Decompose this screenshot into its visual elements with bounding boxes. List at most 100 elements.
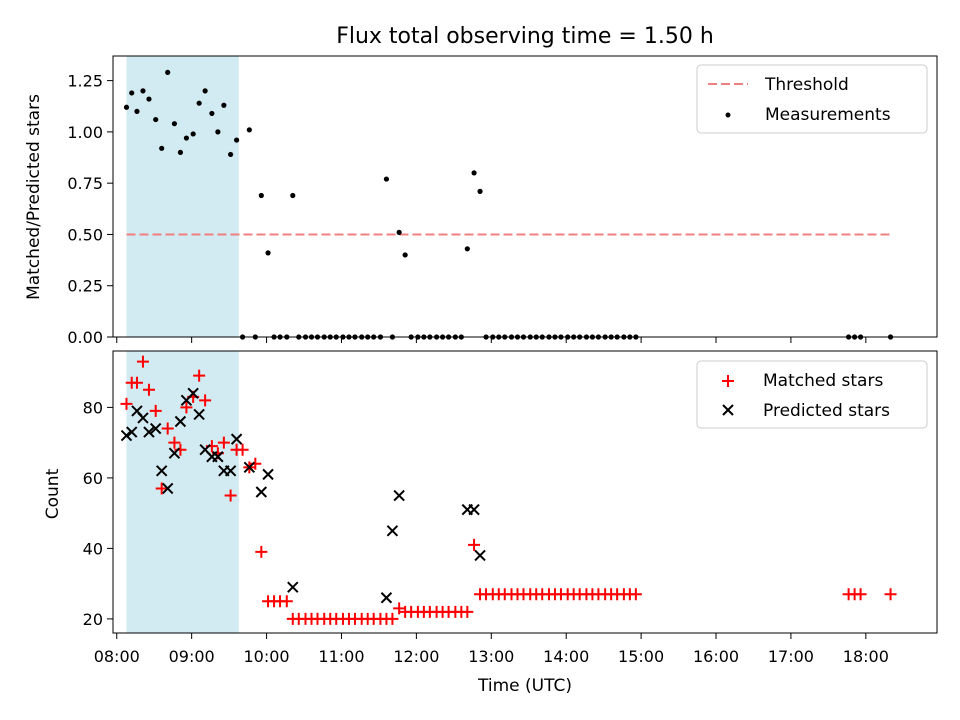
predicted-point xyxy=(126,426,138,438)
measurement-point xyxy=(146,96,152,102)
bottom-y-tick-label: 40 xyxy=(83,539,103,558)
bottom-panel-counts: 20 40 60 80 08:00 09:00 10:00 11:00 12:00 13:00 14… xyxy=(43,350,938,666)
matched-point xyxy=(155,482,168,495)
predicted-point xyxy=(149,422,162,435)
matched-point xyxy=(854,588,867,601)
measurement-point xyxy=(402,252,408,258)
top-legend: Threshold Measurements xyxy=(696,64,928,134)
legend-matched-label: Matched stars xyxy=(763,371,883,391)
predicted-point xyxy=(168,447,181,459)
measurement-point xyxy=(134,108,140,114)
matched-point xyxy=(461,605,474,618)
bottom-plot-area: 20 40 60 80 08:00 09:00 10:00 11:00 12:00 13:00 14… xyxy=(83,350,938,666)
bottom-legend-frame xyxy=(696,360,928,429)
matched-point xyxy=(120,397,133,410)
top-y-tick-label: 0.50 xyxy=(67,225,103,244)
bottom-y-tick-label: 80 xyxy=(83,398,103,417)
measurement-point xyxy=(396,229,402,235)
legend-matched-swatch xyxy=(722,375,734,387)
matched-point xyxy=(884,588,897,601)
predicted-point xyxy=(243,461,256,474)
top-y-axis-label: Matched/Predicted stars xyxy=(24,94,44,300)
x-tick-label: 11:00 xyxy=(318,647,364,666)
predicted-point xyxy=(393,489,405,502)
predicted-point xyxy=(193,408,205,421)
measurement-point xyxy=(234,137,240,143)
bottom-legend: Matched stars Predicted stars xyxy=(696,360,928,429)
measurement-point xyxy=(471,170,477,176)
measurement-point xyxy=(165,69,171,76)
measurement-point xyxy=(477,188,483,194)
measurement-point xyxy=(383,176,390,182)
x-tick-label: 14:00 xyxy=(543,647,589,666)
legend-threshold-label: Threshold xyxy=(764,75,849,95)
top-y-tick-label: 1.00 xyxy=(67,123,103,142)
measurement-point xyxy=(265,250,271,256)
predicted-point xyxy=(161,482,174,495)
legend-measurements-label: Measurements xyxy=(765,105,891,125)
top-observing-span xyxy=(126,56,239,337)
matched-point xyxy=(193,369,206,382)
top-y-tick-label: 1.25 xyxy=(67,72,103,91)
measurement-point xyxy=(140,88,146,94)
x-tick-label: 17:00 xyxy=(768,647,814,666)
bottom-series-1 xyxy=(120,387,486,604)
bottom-y-tick-label: 20 xyxy=(83,610,103,629)
matched-point xyxy=(174,443,187,456)
matched-point xyxy=(249,457,262,470)
measurement-point xyxy=(171,121,178,127)
matched-point xyxy=(468,538,481,551)
measurement-point xyxy=(183,135,190,141)
matched-point xyxy=(236,443,249,456)
matched-point xyxy=(280,595,293,608)
measurement-point xyxy=(246,127,252,133)
matched-point xyxy=(224,489,237,502)
predicted-point xyxy=(262,468,274,481)
measurement-point xyxy=(290,192,296,199)
matched-point xyxy=(149,404,162,417)
predicted-point xyxy=(143,426,155,438)
matched-point xyxy=(168,436,181,449)
bottom-series-0 xyxy=(120,355,897,625)
predicted-point xyxy=(187,387,199,400)
predicted-point xyxy=(474,549,486,562)
x-tick-label: 12:00 xyxy=(393,647,439,666)
measurement-point xyxy=(228,151,234,158)
x-tick-label: 10:00 xyxy=(244,647,290,666)
measurement-point xyxy=(153,116,159,123)
x-tick-label: 15:00 xyxy=(618,647,664,666)
measurement-point xyxy=(202,88,208,94)
predicted-point xyxy=(224,465,237,477)
predicted-point xyxy=(230,433,243,445)
matched-point xyxy=(255,545,268,558)
measurement-point xyxy=(215,129,221,135)
measurement-point xyxy=(129,90,135,96)
bottom-y-tick-label: 60 xyxy=(83,469,103,488)
matched-point xyxy=(199,394,212,407)
predicted-point xyxy=(137,412,149,424)
x-tick-label: 16:00 xyxy=(693,647,739,666)
measurement-point xyxy=(190,131,196,137)
top-legend-frame xyxy=(696,64,928,134)
top-y-tick-label: 0.75 xyxy=(67,174,103,193)
predicted-point xyxy=(380,592,393,604)
matched-point xyxy=(136,355,149,368)
legend-predicted-swatch xyxy=(722,404,734,416)
predicted-point xyxy=(155,465,168,477)
measurement-point xyxy=(177,149,184,156)
bottom-observing-span xyxy=(126,351,239,633)
predicted-point xyxy=(255,486,268,498)
matched-point xyxy=(217,436,230,449)
measurement-point xyxy=(196,100,202,106)
measurement-point xyxy=(123,104,130,110)
predicted-point xyxy=(212,451,224,463)
matched-point xyxy=(142,383,155,396)
top-y-tick-label: 0.00 xyxy=(67,328,103,347)
legend-measurements-swatch xyxy=(725,112,731,118)
top-y-tick-label: 0.25 xyxy=(67,277,103,296)
x-axis-label: Time (UTC) xyxy=(477,676,572,696)
measurement-point xyxy=(221,102,227,108)
legend-predicted-label: Predicted stars xyxy=(763,401,890,421)
chart-title: Flux total observing time = 1.50 h xyxy=(336,24,714,49)
